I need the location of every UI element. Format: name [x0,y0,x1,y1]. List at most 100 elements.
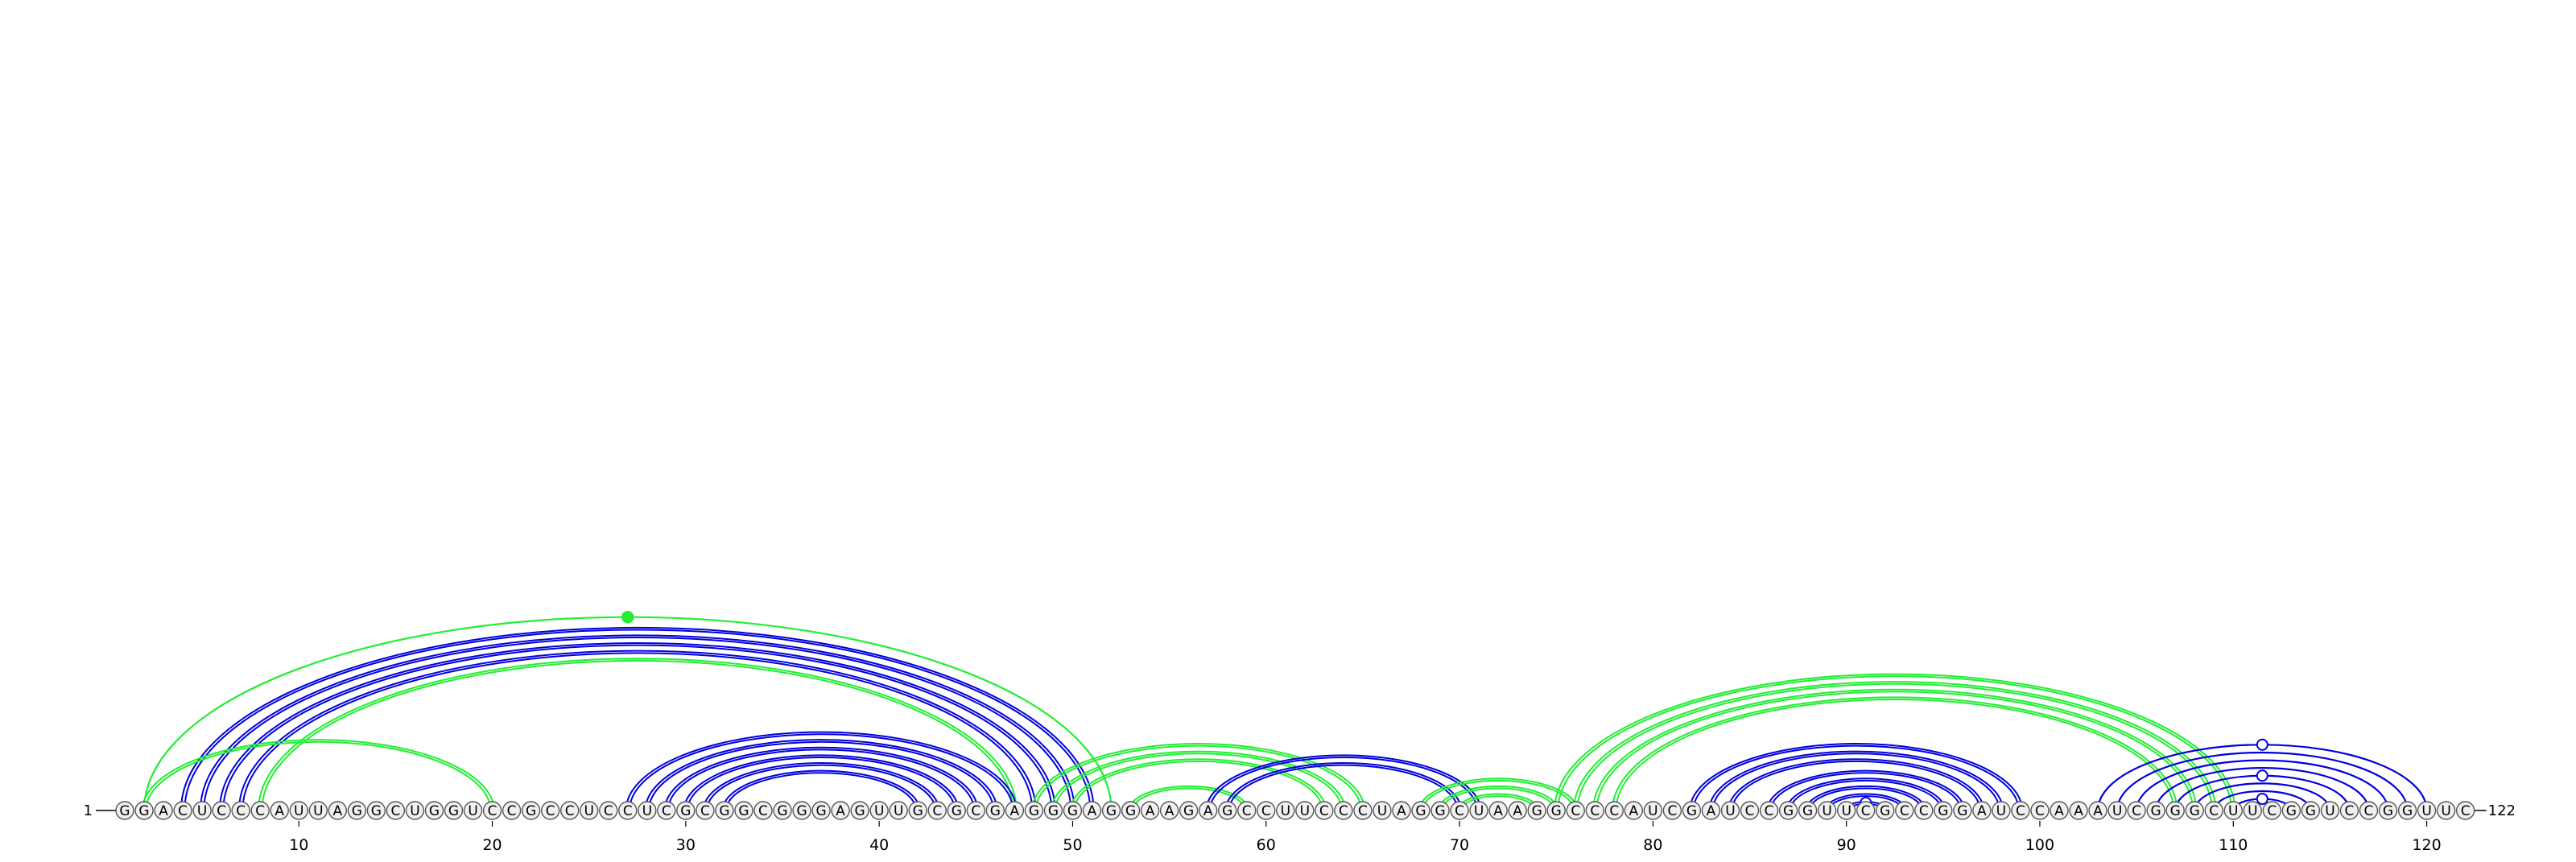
nucleotide: G [1043,801,1063,820]
nucleotide: C [540,801,560,820]
nucleotide-circle [1720,801,1740,820]
nucleotide-letter: G [1880,803,1890,819]
base-pair-arc [1070,758,1327,811]
tick-label: 110 [2219,836,2248,854]
nucleotide: G [908,801,927,820]
nucleotide: G [985,801,1005,820]
arc-stroke [1789,779,1942,811]
nucleotide-letter: U [584,803,593,819]
position-tick: 10 [289,821,308,854]
nucleotide: G [715,801,734,820]
nucleotide: C [2359,801,2379,820]
nucleotide-circle [1662,801,1682,820]
nucleotide-letter: A [333,803,343,819]
base-pair-arc [2116,751,2409,811]
nucleotide-letter: C [932,803,942,819]
arc-stroke [625,731,1018,811]
arc-stroke [1437,785,1559,811]
nucleotide-circle [1005,801,1025,820]
nucleotide-circle [734,801,753,820]
arc-stroke [1689,743,2024,811]
arc-stroke [1615,698,2174,811]
nucleotide-letter: G [2151,803,2161,819]
nucleotide-circle [1140,801,1160,820]
nucleotide: C [927,801,947,820]
nucleotide-circle [618,801,638,820]
tick-label: 100 [2025,836,2054,854]
arc-stroke [180,626,1095,811]
nucleotide-letter: G [2402,803,2413,819]
nucleotide-circle [1643,801,1663,820]
arc-marker-filled [621,610,634,624]
arc-stroke [1576,683,2214,811]
nucleotide: A [1624,801,1644,820]
nucleotide-circle [1934,801,1953,820]
nucleotide-circle [2281,801,2301,820]
base-pair-arc [1728,758,1985,811]
base-pair-arc [258,658,1018,811]
nucleotide: A [2069,801,2088,820]
arc-stroke [1711,753,2000,811]
arc-stroke [261,659,1014,811]
nucleotide: C [1740,801,1760,820]
nucleotide-circle [927,801,947,820]
nucleotide: G [1546,801,1566,820]
nucleotide: A [1701,801,1721,820]
nucleotide-letter: U [874,803,884,819]
nucleotide: G [521,801,541,820]
nucleotide-letter: C [971,803,980,819]
nucleotide-circle [889,801,908,820]
nucleotide: G [115,801,134,820]
nucleotide-circle [1101,801,1121,820]
nucleotide: G [347,801,367,820]
nucleotide-circle [850,801,869,820]
tick-label: 10 [289,836,308,854]
arc-stroke [222,644,1053,811]
nucleotide: C [1856,801,1876,820]
nucleotide: G [2165,801,2185,820]
nucleotide-letter: G [1435,803,1445,819]
nucleotide: G [792,801,811,820]
tick-label: 80 [1643,836,1662,854]
nucleotide-circle [1740,801,1760,820]
base-pair-arc [2194,782,2331,811]
nucleotide-circle [1759,801,1779,820]
nucleotide-letter: U [294,803,303,819]
nucleotide-letter: C [2345,803,2355,819]
position-tick: 90 [1837,821,1856,854]
nucleotide-circle [1527,801,1546,820]
position-tick: 60 [1257,821,1276,854]
nucleotide: C [599,801,618,820]
nucleotide-letter: C [1609,803,1619,819]
arc-stroke [1805,785,1926,811]
arc-stroke [1728,758,1985,811]
nucleotide-circle [792,801,811,820]
nucleotide: G [2397,801,2417,820]
nucleotide-letter: A [1088,803,1097,819]
arc-stroke [667,749,976,811]
nucleotide-letter: G [2190,803,2200,819]
nucleotide: C [386,801,406,820]
arc-stroke [1808,787,1923,811]
nucleotide-circle [2455,801,2475,820]
position-tick: 50 [1063,821,1083,854]
nucleotide: C [618,801,638,820]
nucleotide: C [502,801,522,820]
nucleotide-letter: C [2132,803,2141,819]
nucleotide-letter: C [2364,803,2374,819]
nucleotide: A [831,801,850,820]
nucleotide-letter: C [217,803,226,819]
arc-stroke [1785,777,1946,811]
nucleotide-circle [2165,801,2185,820]
nucleotide-circle [1992,801,2011,820]
nucleotide: U [1469,801,1488,820]
arc-stroke [2116,751,2409,811]
nucleotide: G [1527,801,1546,820]
arc-stroke [628,733,1014,811]
tick-label: 70 [1450,836,1469,854]
arc-stroke [687,757,956,811]
nucleotide-circle [1218,801,1237,820]
nucleotide-letter: A [1493,803,1503,819]
nucleotide-circle [2204,801,2223,820]
